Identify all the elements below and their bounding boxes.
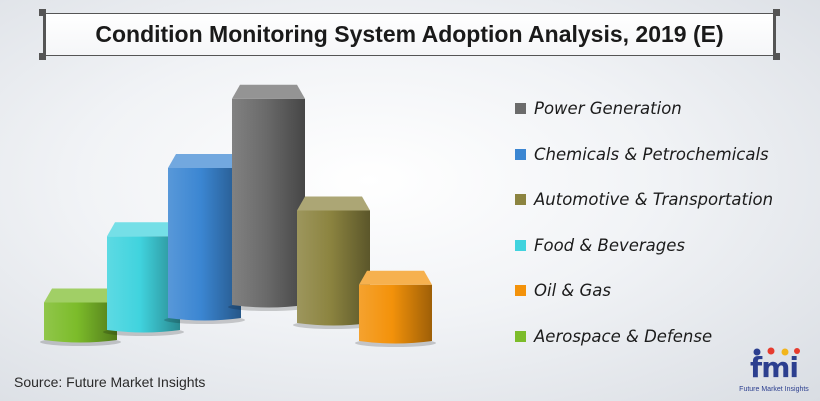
bar-body: [168, 168, 241, 321]
legend-item: Aerospace & Defense: [515, 314, 773, 360]
legend-item: Chemicals & Petrochemicals: [515, 132, 773, 178]
legend-item: Power Generation: [515, 86, 773, 132]
bar-body: [107, 236, 180, 333]
legend-label: Oil & Gas: [534, 281, 612, 301]
legend-swatch: [515, 103, 526, 115]
frame-corner: [773, 9, 780, 16]
logo-mark: fmi: [750, 351, 799, 384]
bar-body: [232, 98, 305, 308]
chart-title: Condition Monitoring System Adoption Ana…: [95, 21, 724, 47]
bar-oil-gas: [355, 270, 436, 347]
legend-swatch: [515, 285, 526, 297]
bar-top: [232, 84, 305, 99]
logo-tagline: Future Market Insights: [739, 386, 809, 393]
legend-label: Food & Beverages: [534, 235, 686, 255]
bar-top: [297, 196, 370, 211]
legend-item: Oil & Gas: [515, 268, 773, 314]
bar-body: [359, 284, 432, 344]
chart-legend: Power Generation Chemicals & Petrochemica…: [515, 86, 773, 359]
legend-swatch: [515, 330, 526, 342]
bar-food-beverages: [103, 222, 184, 336]
legend-swatch: [515, 194, 526, 206]
title-frame: Condition Monitoring System Adoption Ana…: [39, 9, 780, 60]
legend-swatch: [515, 148, 526, 160]
legend-label: Chemicals & Petrochemicals: [534, 144, 769, 164]
bar-chemicals-petrochemicals: [164, 154, 245, 324]
bar-chart: [40, 84, 436, 347]
frame-corner: [39, 53, 46, 60]
bar-top: [44, 288, 117, 303]
legend-label: Aerospace & Defense: [534, 326, 713, 346]
bar-aerospace-defense: [40, 288, 121, 346]
frame-corner: [773, 53, 780, 60]
legend-item: Automotive & Transportation: [515, 177, 773, 223]
legend-item: Food & Beverages: [515, 223, 773, 269]
bar-body: [297, 210, 370, 326]
frame-corner: [39, 9, 46, 16]
legend-label: Automotive & Transportation: [534, 190, 774, 210]
bar-body: [44, 302, 117, 343]
legend-label: Power Generation: [534, 99, 682, 119]
bar-automotive-transportation: [293, 196, 374, 329]
source-note: Source: Future Market Insights: [14, 374, 206, 390]
legend-swatch: [515, 239, 526, 251]
bar-top: [107, 222, 180, 237]
fmi-logo: fmi Future Market Insights: [737, 347, 811, 398]
logo-dots-icon: [753, 347, 800, 356]
bar-top: [359, 270, 432, 285]
bar-top: [168, 154, 241, 168]
bar-power-generation: [228, 84, 309, 311]
